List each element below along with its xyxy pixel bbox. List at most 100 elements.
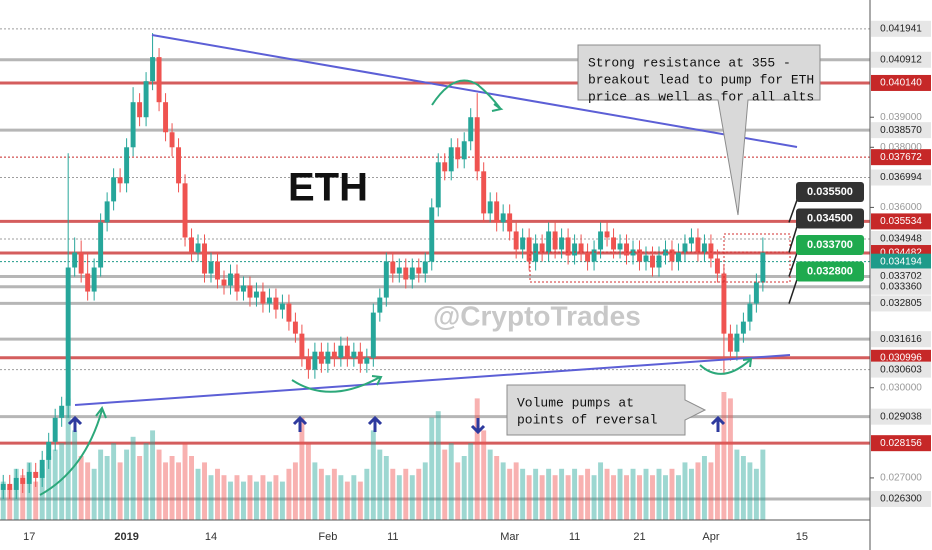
x-tick-label: 11 xyxy=(387,531,398,543)
candle-body xyxy=(520,237,526,250)
volume-bar xyxy=(630,468,636,520)
volume-bar xyxy=(487,449,493,520)
volume-bar xyxy=(72,430,78,520)
x-tick-label: 15 xyxy=(796,531,808,543)
volume-bar xyxy=(104,456,110,520)
candle-body xyxy=(156,57,162,103)
candle-body xyxy=(344,345,350,358)
candle-body xyxy=(461,141,467,160)
candle-body xyxy=(390,261,396,274)
y-tick-label: 0.038000 xyxy=(880,142,922,153)
up-arrow xyxy=(292,415,308,432)
volume-bar xyxy=(650,475,655,520)
curve-arrow xyxy=(431,79,501,109)
volume-bar xyxy=(403,468,409,520)
candle-body xyxy=(0,483,6,490)
callout-box xyxy=(796,235,864,255)
volume-bar xyxy=(740,456,746,520)
callout-box xyxy=(796,182,864,202)
candle-body xyxy=(559,237,565,250)
candle-body xyxy=(26,471,32,484)
candle-body xyxy=(117,177,123,184)
up-arrow xyxy=(710,415,726,432)
volume-bar xyxy=(500,462,506,520)
level-label-box xyxy=(871,490,931,507)
level-label: 0.030996 xyxy=(880,352,922,363)
candle-body xyxy=(169,132,175,148)
candle-body xyxy=(740,321,746,334)
volume-bar xyxy=(539,475,545,520)
volume-bar xyxy=(292,462,298,520)
volume-bar xyxy=(150,430,156,520)
candle-body xyxy=(435,162,441,208)
candle-body xyxy=(72,252,78,268)
candle-body xyxy=(228,273,233,286)
level-label: 0.034482 xyxy=(880,248,922,259)
level-label: 0.034948 xyxy=(880,234,922,245)
y-tick-label: 0.030000 xyxy=(880,382,922,393)
volume-bar xyxy=(396,475,402,520)
volume-bar xyxy=(643,468,649,520)
curve-arrow xyxy=(39,409,103,496)
volume-bar xyxy=(429,417,435,520)
candle-body xyxy=(565,237,571,256)
candle-body xyxy=(325,351,331,364)
volume-bar xyxy=(448,443,454,520)
candle-body xyxy=(111,177,117,202)
level-label: 0.026300 xyxy=(880,494,922,505)
annotation-box xyxy=(506,384,707,436)
level-label-box xyxy=(871,361,931,378)
candles xyxy=(0,33,766,499)
candle-body xyxy=(617,243,623,250)
volume-bar xyxy=(565,475,571,520)
volume-bar xyxy=(727,398,733,520)
callout-pointer xyxy=(788,252,798,277)
x-tick-label: Mar xyxy=(500,531,519,543)
candle-body xyxy=(85,273,91,292)
candle-body xyxy=(734,333,740,352)
volume-bar xyxy=(572,468,578,520)
up-arrow xyxy=(67,415,83,432)
candle-body xyxy=(52,417,58,442)
volume-bar xyxy=(65,398,71,520)
candle-body xyxy=(65,267,71,406)
candle-body xyxy=(150,57,156,82)
candle-body xyxy=(455,147,461,160)
volume-bar xyxy=(98,449,104,520)
volume-bar xyxy=(533,468,539,520)
callouts: 0.035500 0.034500 0.033700 0.032800 xyxy=(788,182,864,304)
volume-bar xyxy=(721,392,727,520)
volume-bar xyxy=(117,462,123,520)
candle-body xyxy=(273,297,279,310)
candle-body xyxy=(7,483,13,490)
x-tick-label: 21 xyxy=(633,531,645,543)
volume-bar xyxy=(338,475,344,520)
volume-bar xyxy=(591,475,597,520)
candle-body xyxy=(591,249,597,262)
volume-bar xyxy=(481,430,487,520)
volume-bar xyxy=(585,468,591,520)
level-label-box xyxy=(871,20,931,37)
annotation-line: Volume pumps at xyxy=(517,395,634,410)
volume-bar xyxy=(202,462,207,520)
level-label-box xyxy=(871,74,931,91)
volume-bar xyxy=(559,468,565,520)
candle-body xyxy=(176,147,182,184)
candle-body xyxy=(409,267,415,280)
volume-bar xyxy=(513,462,519,520)
volume-bar xyxy=(273,475,279,520)
volume-bar xyxy=(578,475,584,520)
level-label: 0.038570 xyxy=(880,125,922,136)
volume-bar xyxy=(111,443,117,520)
volume-bar xyxy=(604,468,610,520)
volume-bar xyxy=(247,475,253,520)
volume-bar xyxy=(552,475,558,520)
annotation-line: breakout lead to pump for ETH xyxy=(588,72,814,87)
level-label: 0.037672 xyxy=(880,152,922,163)
annotation-line: Strong resistance at 355 - xyxy=(588,55,791,70)
candle-body xyxy=(468,117,474,142)
candle-body xyxy=(137,102,143,118)
level-label: 0.034194 xyxy=(880,256,922,267)
candle-body xyxy=(753,282,759,304)
level-label: 0.041941 xyxy=(880,23,922,34)
